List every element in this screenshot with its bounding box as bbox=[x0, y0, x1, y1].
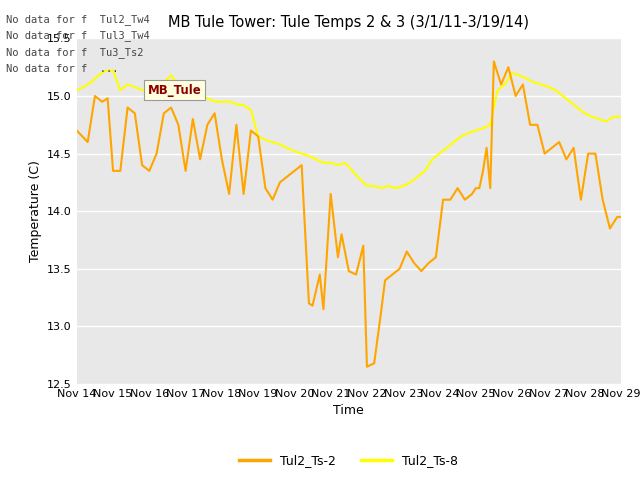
Tul2_Ts-2 bbox=[189, 116, 196, 122]
Text: No data for f  ...: No data for f ... bbox=[6, 64, 119, 74]
Tul2_Ts-8 bbox=[450, 139, 458, 145]
Tul2_Ts-2 bbox=[363, 364, 371, 370]
Tul2_Ts-8 bbox=[131, 84, 139, 90]
Line: Tul2_Ts-8: Tul2_Ts-8 bbox=[77, 71, 621, 188]
Text: No data for f  Tul3_Tw4: No data for f Tul3_Tw4 bbox=[6, 30, 150, 41]
Tul2_Ts-8 bbox=[102, 68, 109, 73]
Legend: Tul2_Ts-2, Tul2_Ts-8: Tul2_Ts-2, Tul2_Ts-8 bbox=[234, 449, 463, 472]
Tul2_Ts-2 bbox=[410, 260, 418, 266]
Tul2_Ts-2 bbox=[476, 185, 483, 191]
Tul2_Ts-8 bbox=[269, 139, 276, 145]
Tul2_Ts-2 bbox=[104, 96, 111, 101]
Tul2_Ts-8 bbox=[378, 185, 385, 191]
Tul2_Ts-2 bbox=[73, 128, 81, 133]
Text: No data for f  Tu3_Ts2: No data for f Tu3_Ts2 bbox=[6, 47, 144, 58]
Tul2_Ts-8 bbox=[523, 76, 531, 82]
Y-axis label: Temperature (C): Temperature (C) bbox=[29, 160, 42, 262]
Tul2_Ts-8 bbox=[617, 114, 625, 120]
Tul2_Ts-8 bbox=[363, 183, 371, 189]
Text: No data for f  Tul2_Tw4: No data for f Tul2_Tw4 bbox=[6, 13, 150, 24]
Title: MB Tule Tower: Tule Temps 2 & 3 (3/1/11-3/19/14): MB Tule Tower: Tule Temps 2 & 3 (3/1/11-… bbox=[168, 15, 529, 30]
Tul2_Ts-8 bbox=[73, 87, 81, 93]
Tul2_Ts-2 bbox=[617, 214, 625, 220]
Text: MB_Tule: MB_Tule bbox=[147, 84, 201, 96]
Tul2_Ts-2 bbox=[504, 64, 512, 70]
Tul2_Ts-2 bbox=[153, 151, 161, 156]
Tul2_Ts-2 bbox=[490, 59, 498, 64]
Tul2_Ts-8 bbox=[436, 151, 444, 156]
Line: Tul2_Ts-2: Tul2_Ts-2 bbox=[77, 61, 621, 367]
X-axis label: Time: Time bbox=[333, 405, 364, 418]
